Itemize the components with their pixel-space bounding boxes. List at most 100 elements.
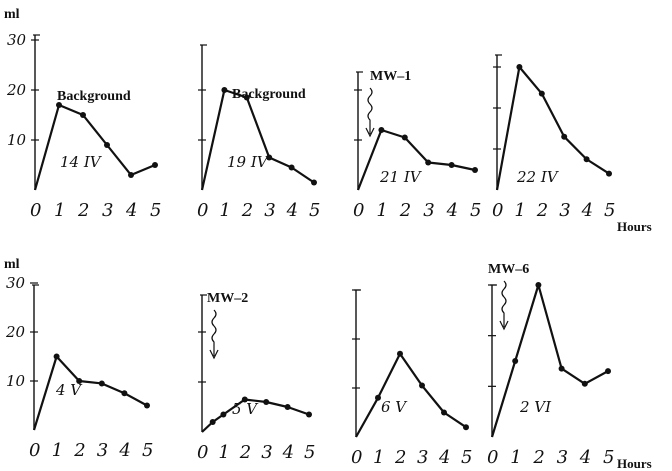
data-point (535, 282, 542, 288)
annotation-label: Background (232, 87, 306, 102)
chart-panel-8: 0 1 2 3 4 5 2 VI MW–6 (487, 262, 614, 468)
x-tick-label: 5 (603, 447, 614, 468)
x-tick-label: 2 (536, 200, 548, 221)
x-tick-label: 1 (373, 447, 384, 468)
data-point (463, 424, 469, 431)
data-point (284, 404, 291, 410)
date-label: 5 V (232, 400, 259, 418)
ylabel-top: ml (4, 7, 20, 22)
data-point (512, 358, 519, 364)
data-point (221, 87, 228, 93)
x-tick-label: 0 (487, 447, 498, 468)
data-point (76, 378, 83, 384)
x-tick-label: 2 (399, 200, 411, 221)
x-tick-label: 2 (77, 200, 89, 221)
x-tick-label: 1 (219, 200, 230, 221)
data-point (53, 353, 60, 360)
y-tick-label: 10 (7, 131, 27, 149)
x-tick-label: 0 (353, 200, 364, 221)
x-tick-label: 2 (394, 447, 406, 468)
y-tick-label: 20 (6, 81, 27, 99)
x-tick-label: 5 (470, 200, 481, 221)
wavy-arrow-icon (211, 309, 217, 356)
data-point (425, 159, 432, 166)
x-tick-label: 1 (514, 200, 525, 221)
x-tick-label: 2 (241, 200, 253, 221)
x-tick-label: 1 (54, 200, 65, 221)
x-tick-label: 3 (261, 442, 272, 463)
x-tick-label: 2 (239, 442, 251, 463)
data-point (243, 94, 250, 101)
data-point (121, 390, 128, 397)
date-label: 2 VI (519, 398, 552, 416)
x-tick-label: 1 (376, 200, 387, 221)
data-point (581, 380, 588, 387)
x-tick-label: 0 (197, 442, 208, 463)
x-tick-label: 3 (557, 447, 568, 468)
x-tick-label: 3 (417, 447, 428, 468)
data-point (448, 162, 455, 168)
data-point (558, 365, 565, 372)
x-tick-label: 0 (492, 200, 503, 221)
x-tick-label: 1 (52, 440, 63, 461)
series-line (355, 352, 467, 438)
x-tick-label: 4 (446, 200, 458, 221)
date-label: 22 IV (516, 168, 560, 186)
chart-panel-2: 0 1 2 3 4 5 19 IV Background (197, 44, 320, 221)
arrow-head-icon (209, 349, 219, 360)
series-line (200, 88, 315, 191)
arrow-head-icon (365, 127, 375, 138)
annotation-label: Background (57, 89, 131, 104)
x-tick-label: 4 (118, 440, 130, 461)
x-tick-label: 0 (197, 200, 208, 221)
x-tick-label: 2 (73, 440, 85, 461)
xunit-top: Hours (617, 219, 652, 234)
data-point (401, 134, 408, 141)
annotation-label: MW–2 (207, 291, 248, 306)
data-point (419, 382, 425, 389)
x-tick-label: 0 (30, 200, 41, 221)
date-label: 19 IV (227, 153, 270, 171)
x-tick-label: 4 (581, 200, 593, 221)
x-tick-label: 5 (309, 200, 320, 221)
data-point (516, 64, 523, 70)
annotation-label: MW–1 (370, 69, 411, 84)
series-line (356, 128, 476, 191)
data-point (606, 170, 612, 177)
data-point (561, 133, 568, 140)
date-label: 4 V (55, 381, 83, 399)
series-line (32, 355, 148, 431)
data-point (311, 179, 317, 186)
data-point (472, 167, 478, 173)
wavy-arrow-icon (501, 280, 507, 327)
data-point (605, 368, 611, 375)
data-point (152, 162, 158, 168)
data-point (56, 102, 62, 108)
wavy-arrow-icon (367, 87, 373, 134)
x-tick-label: 4 (125, 200, 137, 221)
x-tick-label: 5 (461, 447, 472, 468)
chart-panel-7: 0 1 2 3 4 5 6 V (351, 289, 472, 468)
chart-panel-3: 0 1 2 3 4 5 21 IV MW–1 (353, 69, 481, 221)
y-tick-label: 30 (7, 31, 27, 49)
y-tick-label: 30 (6, 274, 26, 292)
x-tick-label: 5 (142, 440, 153, 461)
chart-panel-6: 0 1 2 3 4 5 5 V MW–2 (197, 291, 315, 463)
date-label: 14 IV (60, 153, 103, 171)
data-point (128, 172, 134, 178)
x-tick-label: 4 (579, 447, 591, 468)
ylabel-bottom: ml (4, 257, 20, 272)
series-line (33, 103, 156, 191)
x-tick-label: 3 (423, 200, 434, 221)
annotation-label: MW–6 (488, 262, 529, 277)
data-point (397, 350, 403, 357)
data-point (80, 112, 86, 118)
x-tick-label: 4 (282, 442, 294, 463)
x-tick-label: 4 (438, 447, 450, 468)
arrow-head-icon (499, 320, 509, 331)
data-point (209, 419, 216, 425)
y-tick-label: 10 (6, 372, 26, 390)
x-tick-label: 4 (286, 200, 298, 221)
x-tick-label: 0 (351, 447, 362, 468)
